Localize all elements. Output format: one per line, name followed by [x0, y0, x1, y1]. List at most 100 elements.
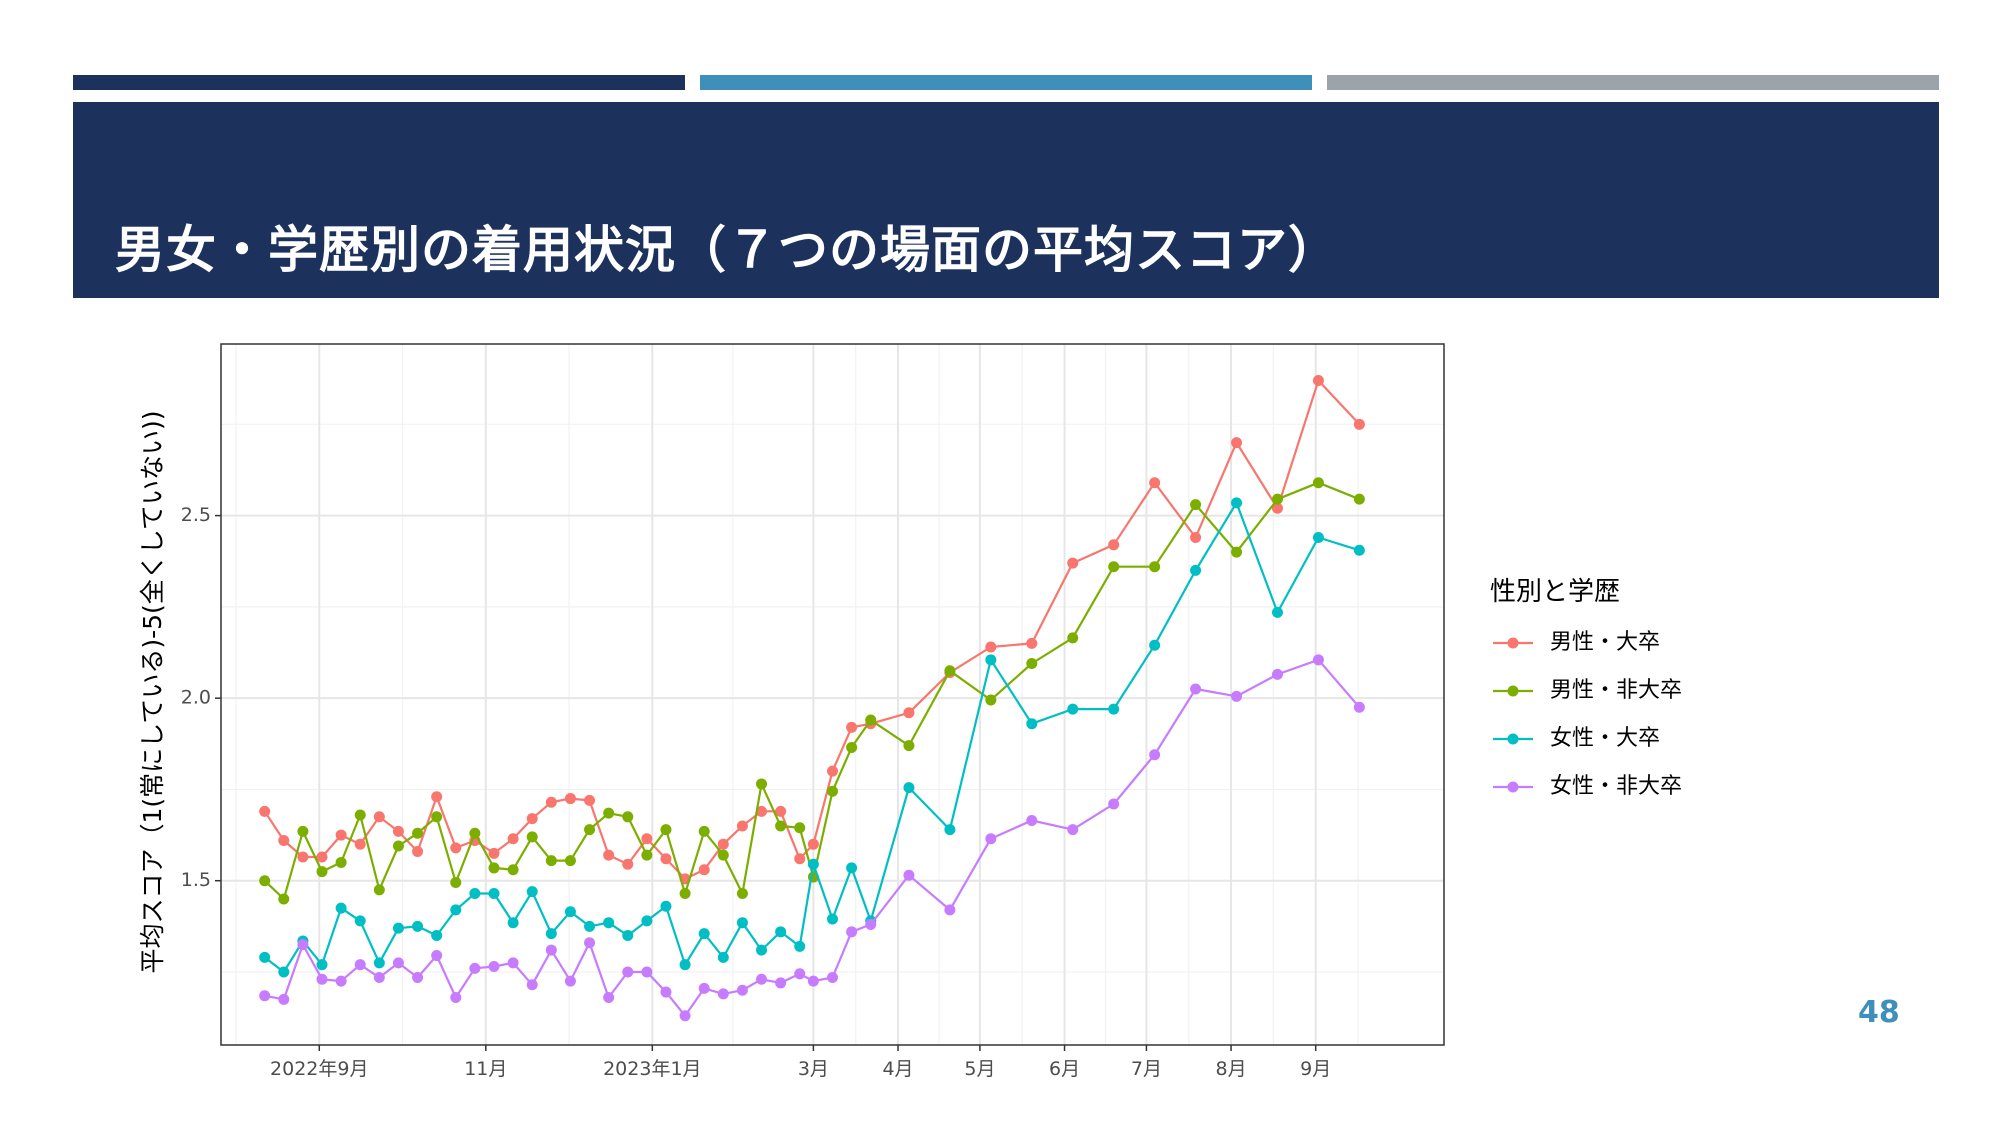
data-point	[316, 959, 328, 971]
data-point	[412, 920, 424, 932]
data-point	[297, 825, 309, 837]
data-point	[373, 884, 385, 896]
data-point	[584, 920, 596, 932]
data-point	[1231, 690, 1243, 702]
data-point	[1149, 477, 1161, 489]
data-point	[1353, 493, 1365, 505]
data-point	[1190, 499, 1202, 511]
data-point	[469, 827, 481, 839]
data-point	[679, 959, 691, 971]
data-point	[431, 929, 443, 941]
legend-key-point	[1507, 781, 1519, 793]
data-point	[717, 988, 729, 1000]
data-point	[622, 811, 634, 823]
data-point	[660, 986, 672, 998]
data-point	[526, 979, 538, 991]
data-point	[865, 919, 877, 931]
data-point	[903, 740, 915, 752]
data-point	[794, 853, 806, 865]
data-point	[373, 957, 385, 969]
data-point	[1312, 532, 1324, 544]
data-point	[903, 869, 915, 881]
data-point	[412, 845, 424, 857]
data-point	[1231, 546, 1243, 558]
data-point	[335, 829, 347, 841]
data-point	[278, 993, 290, 1005]
data-point	[1190, 532, 1202, 544]
chart-axes: 1.5 2.0 2.5 2022年9月 11月 2023年1月 3月 4月 5月 6月 7月 8月 9月	[181, 504, 1331, 1080]
data-point	[1026, 718, 1038, 730]
data-point	[736, 984, 748, 996]
data-point	[756, 778, 768, 790]
data-point	[660, 853, 672, 865]
data-point	[944, 824, 956, 836]
x-tick-label: 8月	[1216, 1058, 1247, 1080]
data-point	[373, 971, 385, 983]
plot-background	[221, 344, 1444, 1045]
data-point	[641, 833, 653, 845]
data-point	[545, 796, 557, 808]
data-point	[278, 835, 290, 847]
data-point	[1312, 375, 1324, 387]
legend-key-point	[1507, 733, 1519, 745]
page-number: 48	[1858, 995, 1900, 1030]
data-point	[354, 959, 366, 971]
data-point	[1353, 544, 1365, 556]
x-tick-label: 11月	[464, 1058, 507, 1080]
data-point	[1026, 814, 1038, 826]
data-point	[507, 917, 519, 929]
data-point	[431, 791, 443, 803]
data-point	[316, 973, 328, 985]
data-point	[1026, 657, 1038, 669]
data-point	[545, 855, 557, 867]
data-point	[736, 887, 748, 899]
data-point	[1149, 749, 1161, 761]
data-point	[316, 851, 328, 863]
y-tick-label: 2.5	[181, 504, 211, 526]
data-point	[756, 973, 768, 985]
data-point	[469, 962, 481, 974]
data-point	[903, 707, 915, 719]
series-2	[259, 477, 1365, 905]
data-point	[450, 992, 462, 1004]
data-point	[985, 641, 997, 653]
data-point	[775, 926, 787, 938]
data-point	[1231, 497, 1243, 509]
data-point	[392, 922, 404, 934]
data-point	[526, 886, 538, 898]
data-point	[1190, 683, 1202, 695]
data-point	[827, 913, 838, 925]
data-point	[1190, 564, 1202, 576]
legend-item: 女性・非大卒	[1493, 774, 1682, 799]
header-bar-dark	[73, 75, 685, 90]
data-point	[660, 900, 672, 912]
data-point	[373, 811, 385, 823]
legend-label: 女性・大卒	[1550, 726, 1660, 751]
data-point	[603, 992, 615, 1004]
x-tick-label: 7月	[1131, 1058, 1162, 1080]
y-tick-label: 2.0	[181, 687, 211, 709]
data-point	[775, 820, 787, 832]
data-point	[717, 838, 729, 850]
data-point	[846, 926, 858, 938]
data-point	[259, 805, 271, 817]
data-point	[278, 966, 290, 978]
data-point	[622, 966, 634, 978]
data-point	[584, 937, 596, 949]
data-point	[1108, 561, 1120, 573]
data-point	[297, 851, 309, 863]
data-point	[1271, 668, 1283, 680]
data-point	[1231, 437, 1243, 449]
data-point	[794, 940, 806, 952]
data-point	[775, 977, 787, 989]
header-bar-blue	[700, 75, 1312, 90]
y-axis-title: 平均スコア（1(常にしている)-5(全くしていない))	[138, 410, 167, 973]
data-point	[827, 765, 838, 777]
legend-item: 男性・大卒	[1493, 630, 1660, 655]
legend-label: 男性・非大卒	[1550, 678, 1682, 703]
data-point	[450, 877, 462, 889]
data-point	[431, 811, 443, 823]
data-point	[278, 893, 290, 905]
data-point	[756, 944, 768, 956]
